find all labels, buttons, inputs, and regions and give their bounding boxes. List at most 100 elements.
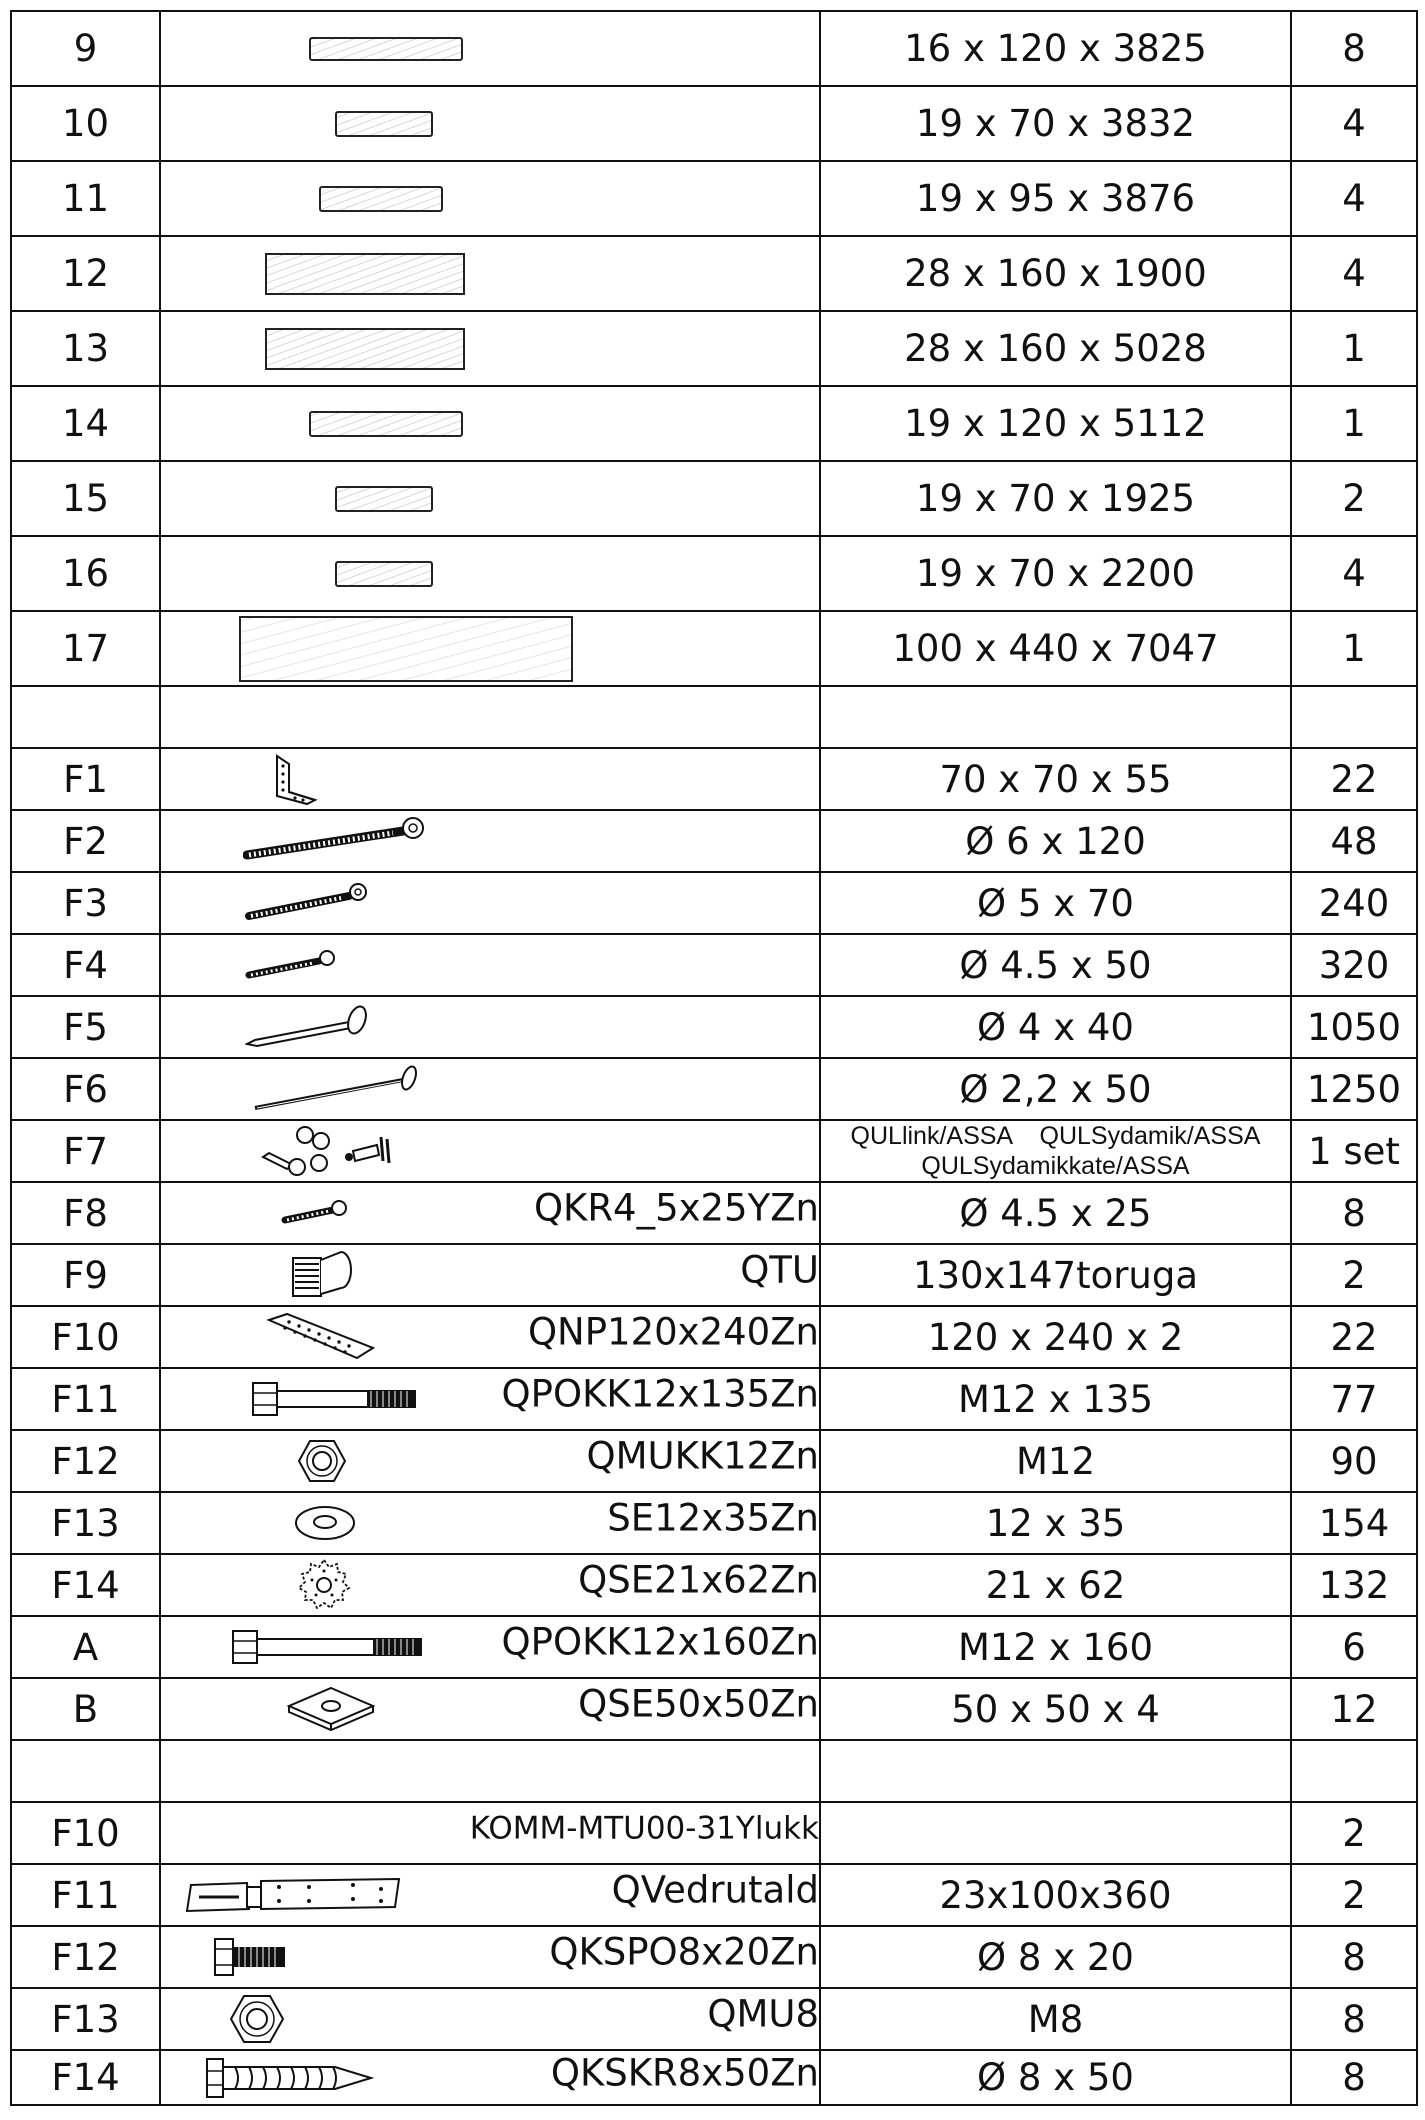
table-row: F13 SE12x35Zn 12 x 35 154: [10, 1491, 1418, 1555]
part-dimensions: M12 x 160: [819, 1615, 1292, 1679]
part-id: F13: [10, 1491, 161, 1555]
part-picture: QVedrutald: [159, 1863, 821, 1927]
part-id: F12: [10, 1429, 161, 1493]
part-quantity: 132: [1290, 1553, 1418, 1617]
table-row: F12 QMUKK12Zn M12 90: [10, 1429, 1418, 1493]
part-quantity: 320: [1290, 933, 1418, 997]
table-row: F8 QKR4_5x25YZn Ø 4.5 x 25 8: [10, 1181, 1418, 1245]
part-quantity: 8: [1290, 1181, 1418, 1245]
part-dimensions: M8: [819, 1987, 1292, 2051]
part-picture: QKR4_5x25YZn: [159, 1181, 821, 1245]
bolt-icon: [232, 1630, 422, 1664]
part-quantity: 90: [1290, 1429, 1418, 1493]
part-picture: SE12x35Zn: [159, 1491, 821, 1555]
part-dimensions: M12 x 135: [819, 1367, 1292, 1431]
table-row: 15 19 x 70 x 1925 2: [10, 460, 1418, 537]
part-id: F7: [10, 1119, 161, 1183]
table-row: 10 19 x 70 x 3832 4: [10, 85, 1418, 162]
square-washer-icon: [286, 1686, 376, 1732]
part-quantity: 77: [1290, 1367, 1418, 1431]
part-quantity: 8: [1290, 10, 1418, 87]
part-picture: [159, 1119, 821, 1183]
strap-hinge-icon: [185, 1877, 401, 1913]
table-row: 12 28 x 160 x 1900 4: [10, 235, 1418, 312]
screw-icon: [245, 883, 367, 920]
part-id: F9: [10, 1243, 161, 1307]
table-row: 13 28 x 160 x 5028 1: [10, 310, 1418, 387]
part-picture: QKSPO8x20Zn: [159, 1925, 821, 1989]
part-code: QKR4_5x25YZn: [533, 1186, 819, 1230]
table-row-empty: [10, 685, 1418, 749]
table-row: F14 QKSKR8x50Zn Ø 8 x 50 8: [10, 2049, 1418, 2106]
part-picture: QTU: [159, 1243, 821, 1307]
table-row: F1 70 x 70 x 55 22: [10, 747, 1418, 811]
board-icon: [335, 110, 433, 137]
part-dimensions: 12 x 35: [819, 1491, 1292, 1555]
part-code: QPOKK12x135Zn: [501, 1372, 819, 1416]
table-row: F13 QMU8 M8 8: [10, 1987, 1418, 2051]
part-quantity: 8: [1290, 1925, 1418, 1989]
part-dimensions: M12: [819, 1429, 1292, 1493]
part-dimensions: Ø 6 x 120: [819, 809, 1292, 873]
board-icon: [335, 485, 433, 512]
table-row: F7 QULlink/ASSA QULSydamik/ASSA QULSydam…: [10, 1119, 1418, 1183]
part-id: F12: [10, 1925, 161, 1989]
part-dimensions: Ø 4.5 x 50: [819, 933, 1292, 997]
table-row: 9 16 x 120 x 3825 8: [10, 10, 1418, 87]
part-dimensions: 23x100x360: [819, 1863, 1292, 1927]
part-quantity: 22: [1290, 1305, 1418, 1369]
table-row: 16 19 x 70 x 2200 4: [10, 535, 1418, 612]
part-code: QTU: [740, 1248, 819, 1292]
table-row: A QPOKK12x160Zn M12 x 160 6: [10, 1615, 1418, 1679]
board-icon: [309, 410, 463, 437]
board-icon: [335, 560, 433, 587]
part-picture: QPOKK12x135Zn: [159, 1367, 821, 1431]
table-row: 14 19 x 120 x 5112 1: [10, 385, 1418, 462]
part-id: F13: [10, 1987, 161, 2051]
part-quantity: 4: [1290, 85, 1418, 162]
washer-icon: [295, 1506, 355, 1540]
part-dimensions: 28 x 160 x 5028: [819, 310, 1292, 387]
part-picture: QMU8: [159, 1987, 821, 2051]
part-id: 14: [10, 385, 161, 462]
part-dimensions: 19 x 70 x 3832: [819, 85, 1292, 162]
table-row: B QSE50x50Zn 50 x 50 x 4 12: [10, 1677, 1418, 1741]
part-quantity: 4: [1290, 235, 1418, 312]
table-row: F11 QPOKK12x135Zn M12 x 135 77: [10, 1367, 1418, 1431]
part-code: QSE50x50Zn: [578, 1682, 819, 1726]
part-code: QPOKK12x160Zn: [501, 1620, 819, 1664]
part-dimensions: 21 x 62: [819, 1553, 1292, 1617]
part-dimensions: Ø 2,2 x 50: [819, 1057, 1292, 1121]
part-picture: QSE50x50Zn: [159, 1677, 821, 1741]
part-id: F6: [10, 1057, 161, 1121]
part-quantity: 1050: [1290, 995, 1418, 1059]
part-code: QNP120x240Zn: [527, 1310, 819, 1354]
part-picture: [159, 1057, 821, 1121]
part-dimensions: Ø 4.5 x 25: [819, 1181, 1292, 1245]
board-icon: [319, 185, 443, 212]
part-quantity: 1250: [1290, 1057, 1418, 1121]
part-id: F14: [10, 1553, 161, 1617]
part-id: 17: [10, 610, 161, 687]
part-dimensions: Ø 8 x 20: [819, 1925, 1292, 1989]
hex-nut-icon: [297, 1440, 347, 1482]
part-id: 10: [10, 85, 161, 162]
part-id: F11: [10, 1367, 161, 1431]
bolt-icon: [252, 1382, 416, 1416]
part-dimensions-lines: QULlink/ASSA QULSydamik/ASSA QULSydamikk…: [822, 1122, 1289, 1180]
part-code: QKSKR8x50Zn: [550, 2050, 819, 2094]
toothed-washer-icon: [297, 1558, 351, 1610]
part-id: F1: [10, 747, 161, 811]
part-id: F2: [10, 809, 161, 873]
part-quantity: 6: [1290, 1615, 1418, 1679]
board-icon: [265, 252, 465, 295]
part-dimensions: 130x147toruga: [819, 1243, 1292, 1307]
part-quantity: 2: [1290, 1243, 1418, 1307]
part-id: 12: [10, 235, 161, 312]
part-quantity: 154: [1290, 1491, 1418, 1555]
part-picture: QKSKR8x50Zn: [159, 2049, 821, 2106]
hex-nut-icon: [229, 1995, 285, 2043]
part-picture: QSE21x62Zn: [159, 1553, 821, 1617]
part-picture: QMUKK12Zn: [159, 1429, 821, 1493]
part-code: QVedrutald: [611, 1868, 819, 1912]
